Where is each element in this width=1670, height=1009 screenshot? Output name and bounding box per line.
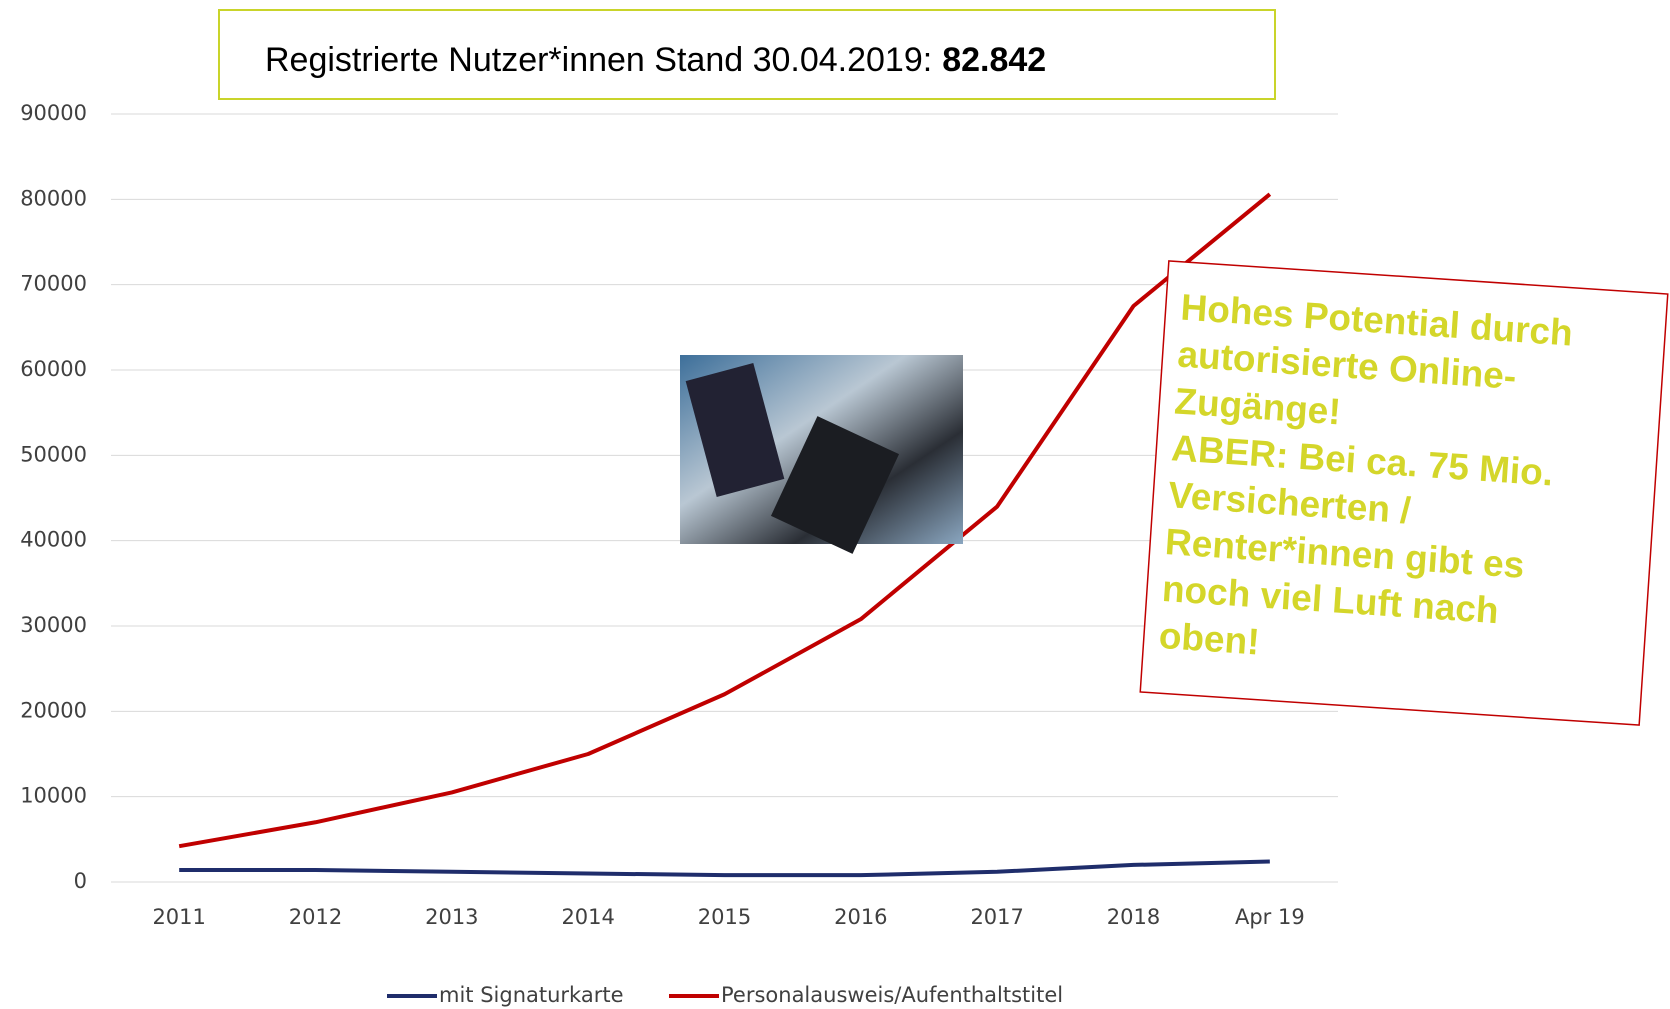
x-tick-label: 2014 [561,905,614,929]
x-tick-label: 2013 [425,905,478,929]
title-highlight: 82.842 [942,41,1046,79]
photo [680,355,963,554]
y-tick-label: 80000 [20,186,87,210]
title-text: Registrierte Nutzer*innen Stand 30.04.20… [265,41,932,79]
y-tick-label: 40000 [20,528,87,552]
y-tick-label: 30000 [20,613,87,637]
y-tick-label: 90000 [20,101,87,125]
legend-label: Personalausweis/Aufenthaltstitel [721,983,1063,1007]
y-tick-label: 60000 [20,357,87,381]
x-tick-label: 2017 [970,905,1023,929]
plot-area: 0 10000 20000 30000 40000 50000 60000 70000 8000… [20,101,1338,1007]
y-tick-label: 10000 [20,784,87,808]
x-tick-label: 2016 [834,905,887,929]
x-tick-label: 2011 [152,905,205,929]
y-tick-label: 70000 [20,272,87,296]
y-tick-label: 50000 [20,442,87,466]
x-tick-label: 2015 [698,905,751,929]
annotation-line: oben! [1158,615,1261,663]
legend-label: mit Signaturkarte [439,983,624,1007]
y-tick-label: 0 [74,869,87,893]
chart-title: Registrierte Nutzer*innen Stand 30.04.20… [265,41,1046,79]
x-tick-label: 2018 [1107,905,1160,929]
chart: Registrierte Nutzer*innen Stand 30.04.20… [0,0,1670,1009]
x-tick-label: 2012 [289,905,342,929]
x-tick-label: Apr 19 [1235,905,1305,929]
y-tick-label: 20000 [20,698,87,722]
series-line [179,862,1270,876]
